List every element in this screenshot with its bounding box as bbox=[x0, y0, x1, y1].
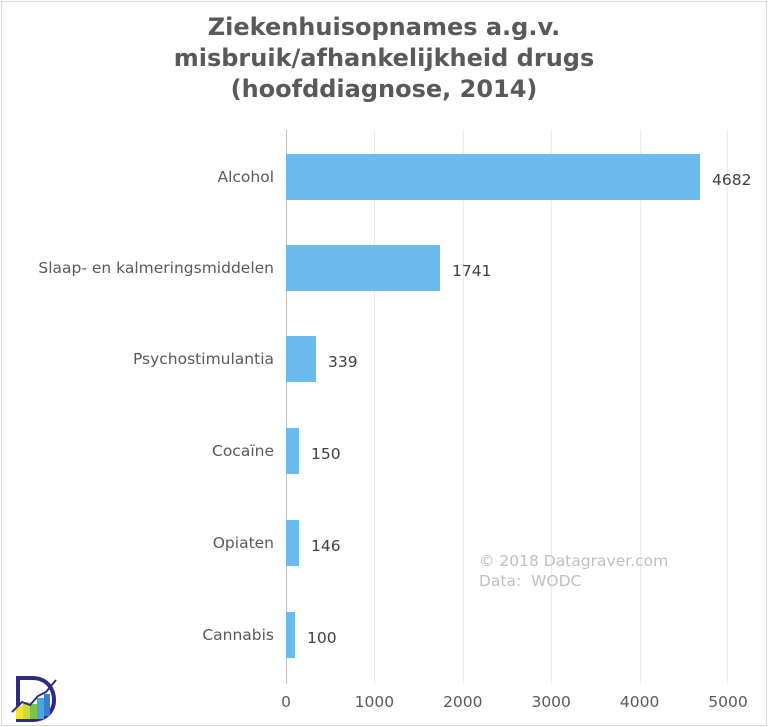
x-tick-label: 4000 bbox=[619, 693, 660, 711]
chart-title-line-3: (hoofddiagnose, 2014) bbox=[230, 75, 538, 103]
x-tick-label: 0 bbox=[281, 693, 291, 711]
data-label: 4682 bbox=[712, 171, 752, 189]
chart-title-line-1: Ziekenhuisopnames a.g.v. bbox=[207, 13, 561, 41]
x-tick-label: 2000 bbox=[443, 693, 483, 711]
x-tick-label: 1000 bbox=[354, 693, 395, 711]
datagraver-logo-icon bbox=[11, 676, 57, 722]
data-label: 1741 bbox=[452, 262, 492, 280]
bar-slaap-en-kalmeringsmiddelen bbox=[286, 245, 440, 291]
x-tick-label: 3000 bbox=[531, 693, 571, 711]
category-label: Slaap- en kalmeringsmiddelen bbox=[38, 259, 274, 277]
bar-opiaten bbox=[286, 520, 299, 566]
x-tick-label: 5000 bbox=[708, 693, 748, 711]
credit-text: © 2018 Datagraver.com Data: WODC bbox=[479, 551, 668, 591]
bar-psychostimulantia bbox=[286, 336, 316, 382]
bar-coca-ne bbox=[286, 428, 299, 474]
category-label: Cocaïne bbox=[212, 442, 274, 460]
gridline-5000 bbox=[727, 130, 728, 684]
gridline-3000 bbox=[551, 130, 552, 684]
gridline-4000 bbox=[640, 130, 641, 684]
plot-area bbox=[286, 130, 728, 684]
data-label: 150 bbox=[311, 445, 341, 463]
data-label: 146 bbox=[311, 537, 341, 555]
data-label: 339 bbox=[328, 353, 358, 371]
gridline-1000 bbox=[374, 130, 375, 684]
bar-cannabis bbox=[286, 612, 295, 658]
category-label: Alcohol bbox=[217, 168, 274, 186]
gridline-2000 bbox=[463, 130, 464, 684]
chart-title: Ziekenhuisopnames a.g.v. misbruik/afhank… bbox=[0, 12, 768, 105]
chart-title-line-2: misbruik/afhankelijkheid drugs bbox=[173, 44, 595, 72]
y-axis-line bbox=[286, 130, 287, 684]
bar-alcohol bbox=[286, 154, 700, 200]
credit-line-1: © 2018 Datagraver.com bbox=[479, 552, 669, 570]
category-label: Opiaten bbox=[212, 534, 274, 552]
credit-line-2: Data: WODC bbox=[479, 572, 582, 590]
category-label: Cannabis bbox=[202, 626, 274, 644]
data-label: 100 bbox=[307, 629, 337, 647]
category-label: Psychostimulantia bbox=[132, 350, 274, 368]
